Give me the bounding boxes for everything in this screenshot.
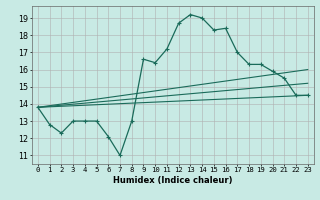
X-axis label: Humidex (Indice chaleur): Humidex (Indice chaleur) [113,176,233,185]
